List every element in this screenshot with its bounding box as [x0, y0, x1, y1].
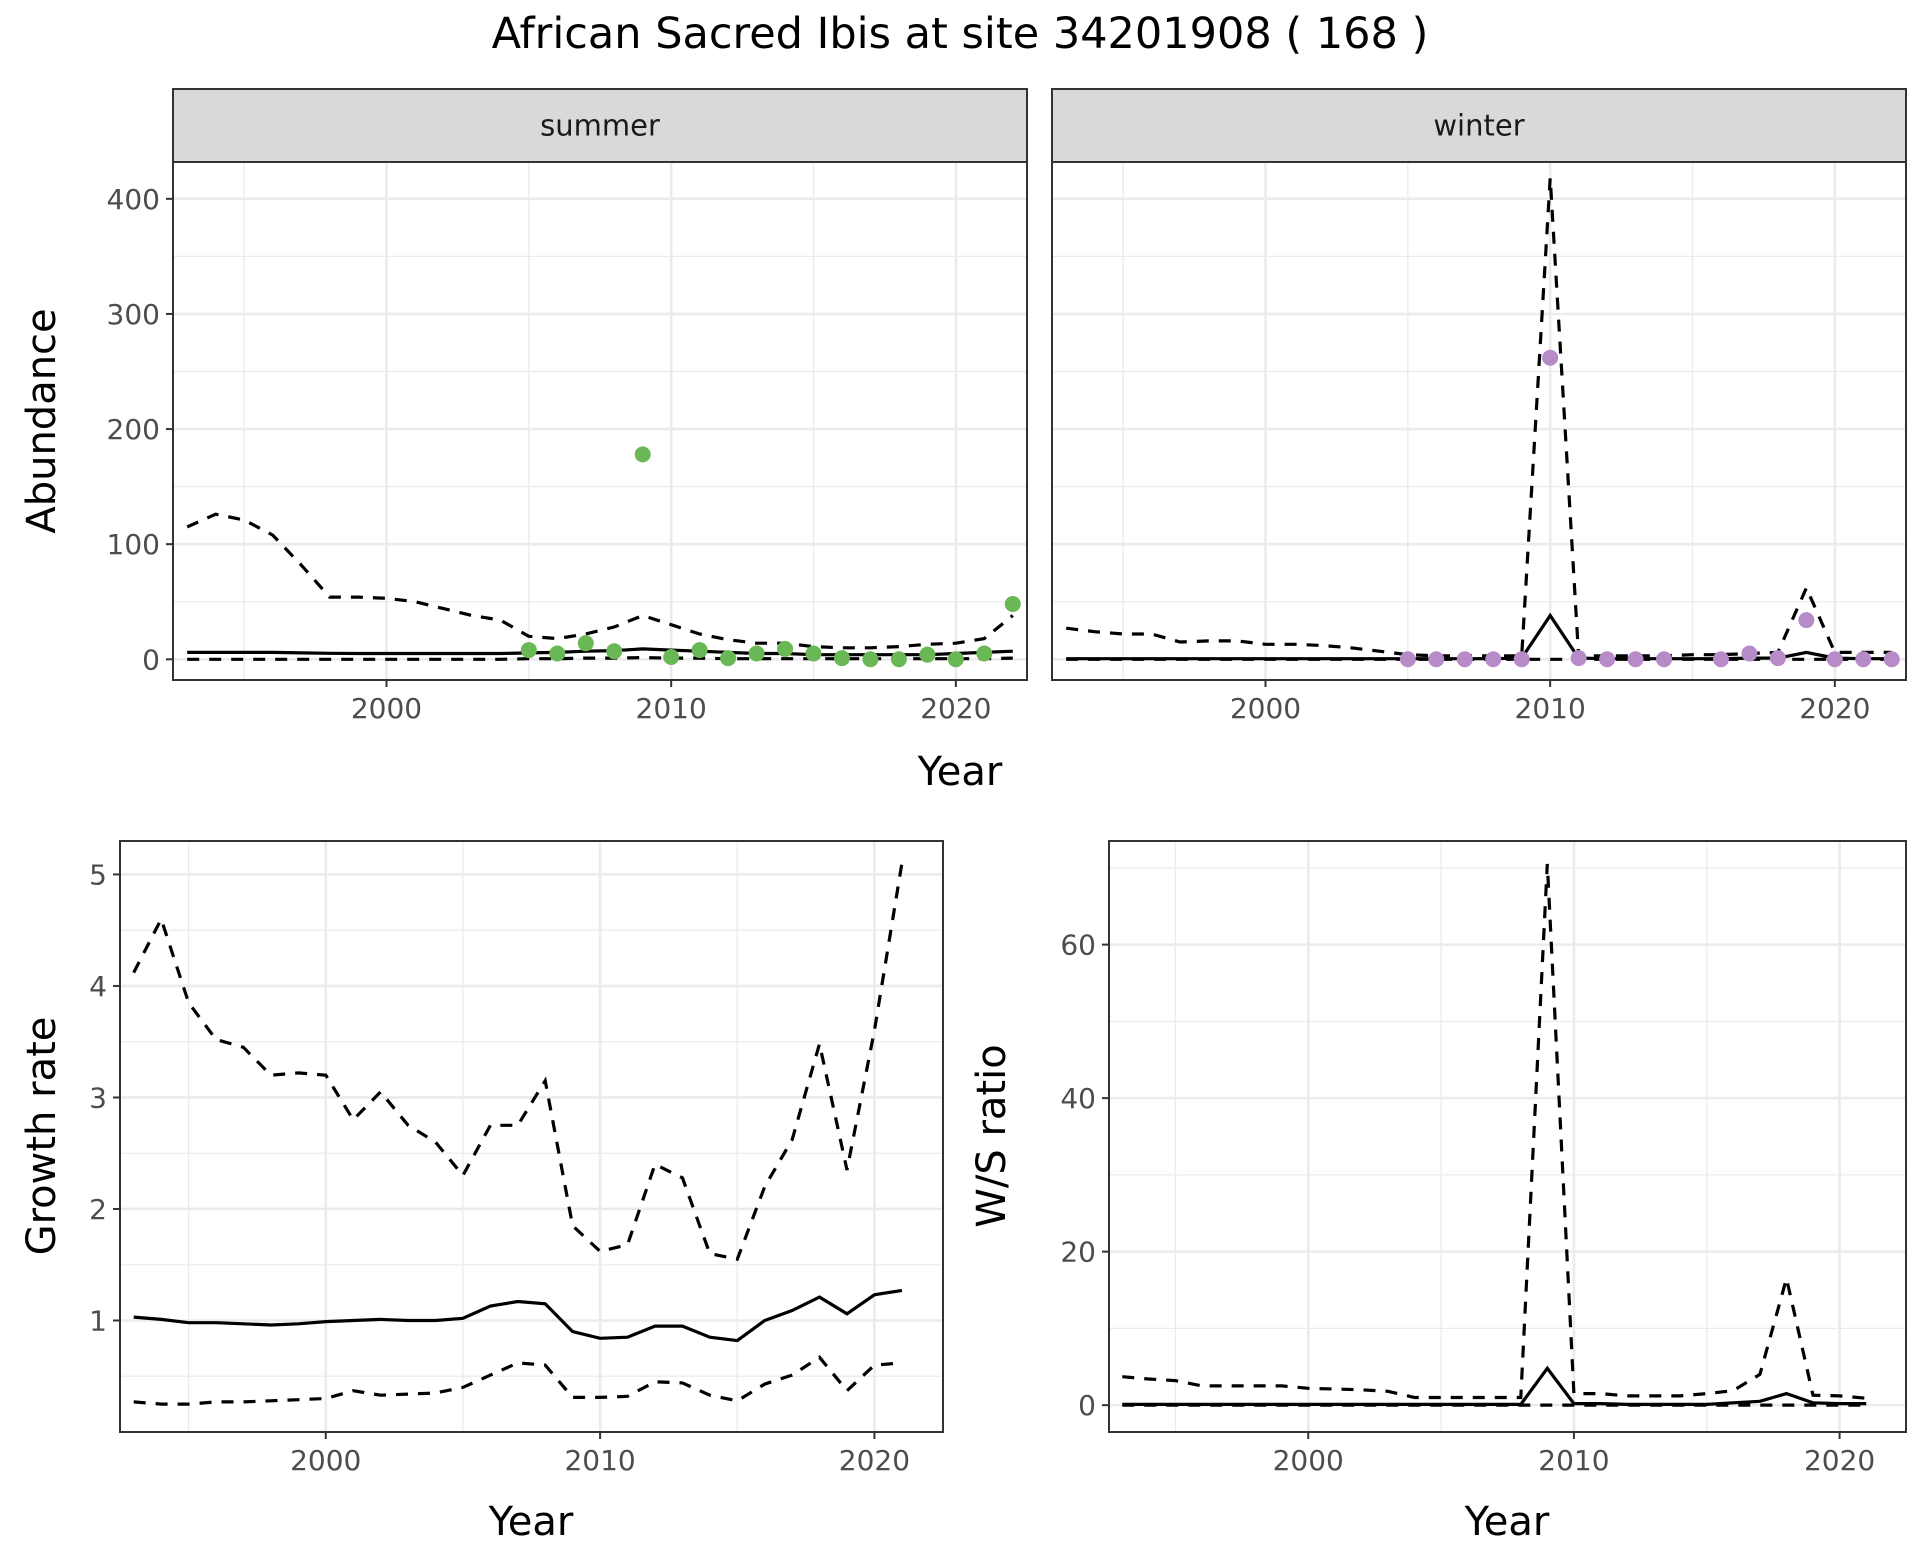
growth-rate-upper-line — [132, 863, 904, 1262]
ws-ratio-panel-border — [1108, 840, 1907, 1433]
abundance-summer-y-tick-label: 200 — [107, 413, 160, 446]
abundance-summer-point — [976, 645, 993, 662]
abundance-winter-panel-background — [1052, 162, 1906, 680]
abundance-summer-point — [1004, 596, 1021, 613]
abundance-winter-point — [1627, 651, 1644, 668]
abundance-winter-x-tick-label: 2010 — [1515, 692, 1586, 725]
abundance-winter-point — [1656, 651, 1673, 668]
abundance-winter-x-tick-label: 2000 — [1230, 692, 1301, 725]
growth-rate-panel: 2000 2010 2020 1 2 3 4 5 — [89, 840, 944, 1477]
ws-ratio-y-tick-label: 0 — [1078, 1389, 1096, 1422]
ws-ratio-y-tick-label: 20 — [1060, 1236, 1096, 1269]
abundance-summer-y-tick-label: 400 — [107, 183, 160, 216]
ws-ratio-upper-line — [1122, 863, 1867, 1400]
abundance-summer-upper-line — [186, 512, 1014, 650]
abundance-summer-point — [833, 650, 850, 667]
abundance-summer-panel-background — [173, 162, 1027, 680]
growth-rate-x-axis-title: Year — [488, 1499, 574, 1545]
ws-ratio-y-tick-label: 40 — [1060, 1082, 1096, 1115]
abundance-winter-point — [1741, 645, 1758, 662]
abundance-winter-point — [1826, 651, 1843, 668]
abundance-y-axis-title: Abundance — [19, 308, 65, 533]
abundance-summer-point — [549, 645, 566, 662]
abundance-winter-point — [1599, 651, 1616, 668]
growth-rate-y-tick-label: 2 — [89, 1193, 107, 1226]
abundance-summer-point — [919, 646, 936, 663]
abundance-winter-point — [1513, 651, 1530, 668]
abundance-summer-point — [663, 648, 680, 665]
growth-rate-panel-border — [119, 840, 944, 1433]
growth-rate-x-tick-label: 2020 — [839, 1444, 910, 1477]
abundance-winter-point — [1428, 651, 1445, 668]
abundance-winter-strip — [1051, 88, 1907, 163]
abundance-summer-point — [691, 642, 708, 659]
abundance-summer-y-tick-label: 100 — [107, 528, 160, 561]
ws-ratio-panel-background — [1109, 841, 1906, 1432]
growth-rate-y-tick-label: 5 — [89, 858, 107, 891]
abundance-winter-point — [1542, 349, 1559, 366]
abundance-summer-point — [720, 650, 737, 667]
abundance-winter-point — [1485, 651, 1502, 668]
growth-rate-y-tick-label: 4 — [89, 970, 107, 1003]
abundance-winter-point — [1399, 651, 1416, 668]
figure-title: African Sacred Ibis at site 34201908 ( 1… — [492, 9, 1429, 59]
growth-rate-y-tick-label: 3 — [89, 1081, 107, 1114]
abundance-summer-point — [777, 640, 794, 657]
ws-ratio-x-tick-label: 2010 — [1538, 1444, 1609, 1477]
growth-rate-y-tick-label: 1 — [89, 1304, 107, 1337]
abundance-winter-point — [1570, 650, 1587, 667]
abundance-summer-x-tick-label: 2010 — [636, 692, 707, 725]
abundance-summer-point — [634, 446, 651, 463]
ws-ratio-y-tick-label: 60 — [1060, 929, 1096, 962]
abundance-winter-x-tick-label: 2020 — [1799, 692, 1870, 725]
abundance-summer-panel: 2000 2010 2020 0 100 200 300 400 summer — [107, 88, 1028, 725]
abundance-summer-point — [890, 651, 907, 668]
abundance-summer-point — [577, 635, 594, 652]
growth-rate-x-tick-label: 2010 — [564, 1444, 635, 1477]
growth-rate-y-axis-title: Growth rate — [19, 1017, 65, 1256]
abundance-summer-point — [748, 645, 765, 662]
abundance-summer-x-tick-label: 2000 — [351, 692, 422, 725]
abundance-summer-x-tick-label: 2020 — [920, 692, 991, 725]
abundance-summer-point — [947, 651, 964, 668]
abundance-winter-point — [1769, 650, 1786, 667]
abundance-winter-point — [1798, 612, 1815, 629]
ws-ratio-panel: 2000 2010 2020 0 20 40 60 — [1060, 840, 1907, 1477]
abundance-x-axis-title: Year — [917, 749, 1003, 795]
growth-rate-mean-line — [133, 1288, 903, 1343]
abundance-winter-strip-label: winter — [1433, 109, 1524, 143]
abundance-winter-point — [1712, 651, 1729, 668]
abundance-winter-point — [1456, 651, 1473, 668]
abundance-summer-y-tick-label: 0 — [142, 643, 160, 676]
ws-ratio-x-tick-label: 2000 — [1273, 1444, 1344, 1477]
ws-ratio-x-tick-label: 2020 — [1804, 1444, 1875, 1477]
abundance-summer-point — [606, 643, 623, 660]
abundance-summer-point — [805, 645, 822, 662]
abundance-winter-point — [1883, 651, 1900, 668]
abundance-summer-y-tick-label: 300 — [107, 298, 160, 331]
growth-rate-panel-background — [120, 841, 943, 1432]
abundance-summer-strip — [172, 88, 1028, 163]
growth-rate-x-tick-label: 2000 — [290, 1444, 361, 1477]
abundance-summer-point — [520, 642, 537, 659]
abundance-summer-strip-label: summer — [540, 109, 660, 143]
abundance-summer-point — [862, 651, 879, 668]
abundance-winter-point — [1855, 651, 1872, 668]
ws-ratio-x-axis-title: Year — [1464, 1499, 1550, 1545]
abundance-winter-panel: 2000 2010 2020 winter — [1051, 88, 1907, 725]
ws-ratio-y-axis-title: W/S ratio — [969, 1044, 1015, 1227]
ws-ratio-mean-line — [1122, 1365, 1867, 1406]
